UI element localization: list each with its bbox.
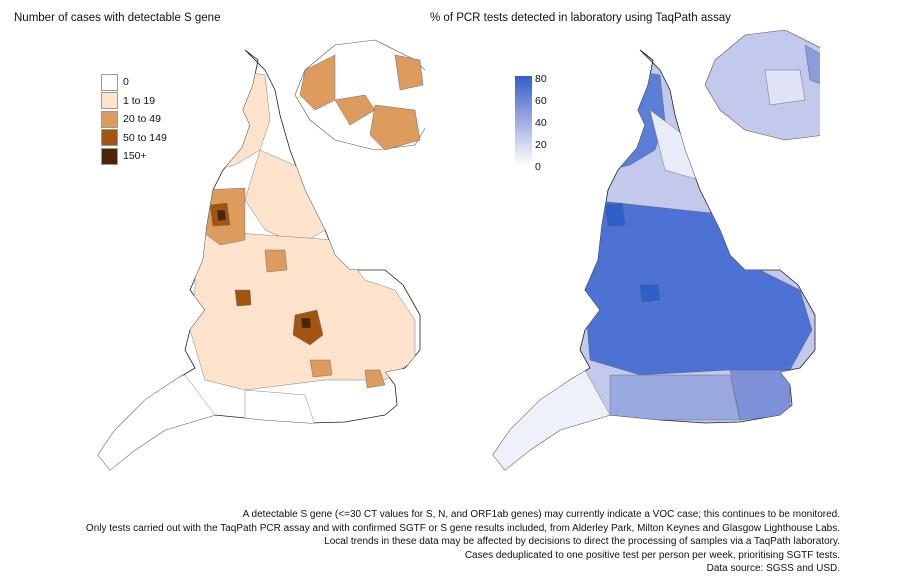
region-south-white [244, 389, 316, 426]
legend-label: 1 to 19 [123, 94, 156, 107]
region-manchester-max [604, 202, 626, 227]
footnote-line: Data source: SGSS and USD. [706, 563, 840, 574]
legend-tick-label: 60 [535, 95, 547, 107]
region-midlands-high [584, 199, 813, 376]
footnote-line: A detectable S gene (<=30 CT values for … [242, 509, 840, 520]
legend-item: 150+ [101, 147, 167, 166]
footnote-line: Only tests carried out with the TaqPath … [85, 522, 840, 534]
color-scale-bar [515, 76, 532, 166]
legend-item: 0 [101, 73, 167, 92]
legend-label: 0 [123, 76, 129, 89]
region-birmingham-max [639, 284, 661, 303]
legend-item: 20 to 49 [101, 110, 167, 129]
region-150plus-1 [216, 209, 227, 222]
legend-swatch [101, 92, 118, 110]
region-east-20to49 [364, 369, 386, 389]
right-map-title: % of PCR tests detected in laboratory us… [430, 12, 731, 24]
legend-swatch [101, 110, 118, 128]
legend-label: 50 to 149 [123, 131, 167, 144]
legend-swatch [101, 129, 118, 147]
legend-tick-label: 0 [535, 161, 541, 173]
legend-tick-label: 40 [535, 117, 547, 129]
footnotes: A detectable S gene (<=30 CT values for … [86, 508, 840, 576]
region-southwest-low [493, 369, 611, 470]
right-england-map [492, 30, 820, 471]
footnote-line: Cases deduplicated to one positive test … [464, 549, 840, 561]
legend-tick-label: 80 [535, 73, 547, 85]
legend-label: 20 to 49 [123, 113, 161, 126]
legend-tick-label: 20 [535, 139, 547, 151]
region-midlands-1to19 [189, 229, 416, 391]
region-150plus-2 [300, 317, 312, 329]
region-south-mid [609, 374, 741, 421]
legend-item: 50 to 149 [101, 129, 167, 148]
london-inset-right [704, 30, 820, 141]
region-london-20to49 [309, 359, 333, 378]
legend-swatch [101, 73, 118, 91]
region-midlands-50to149 [234, 289, 252, 307]
legend-item: 1 to 19 [101, 92, 167, 111]
left-england-map [97, 39, 425, 471]
legend-label: 150+ [123, 150, 147, 163]
legend-swatch [101, 147, 118, 165]
footnote-line: Local trends in these data may be affect… [324, 536, 840, 547]
case-count-legend: 0 1 to 19 20 to 49 50 to 149 150+ [101, 73, 167, 166]
london-inset-left [294, 39, 425, 151]
region-southeast-mid [729, 369, 791, 421]
left-map-title: Number of cases with detectable S gene [14, 12, 221, 24]
region-leeds-20to49 [264, 249, 288, 273]
